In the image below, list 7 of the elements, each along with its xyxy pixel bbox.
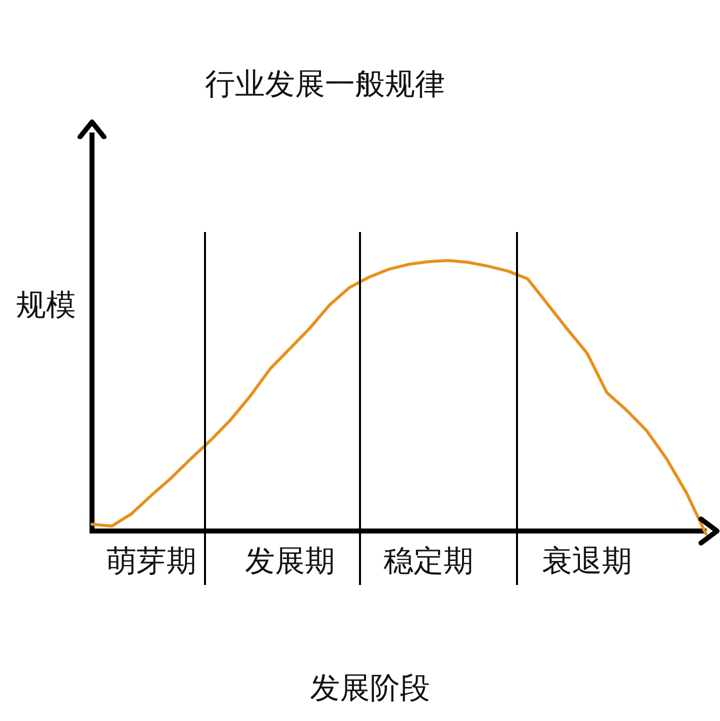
x-tick-label: 发展期 (245, 544, 336, 579)
x-tick-label: 稳定期 (384, 544, 474, 579)
chart-title: 行业发展一般规律 (205, 66, 445, 104)
x-axis-title: 发展阶段 (310, 670, 430, 708)
y-axis-title: 规模 (16, 287, 76, 325)
x-tick-label: 萌芽期 (106, 544, 196, 579)
x-tick-label: 衰退期 (542, 544, 632, 579)
